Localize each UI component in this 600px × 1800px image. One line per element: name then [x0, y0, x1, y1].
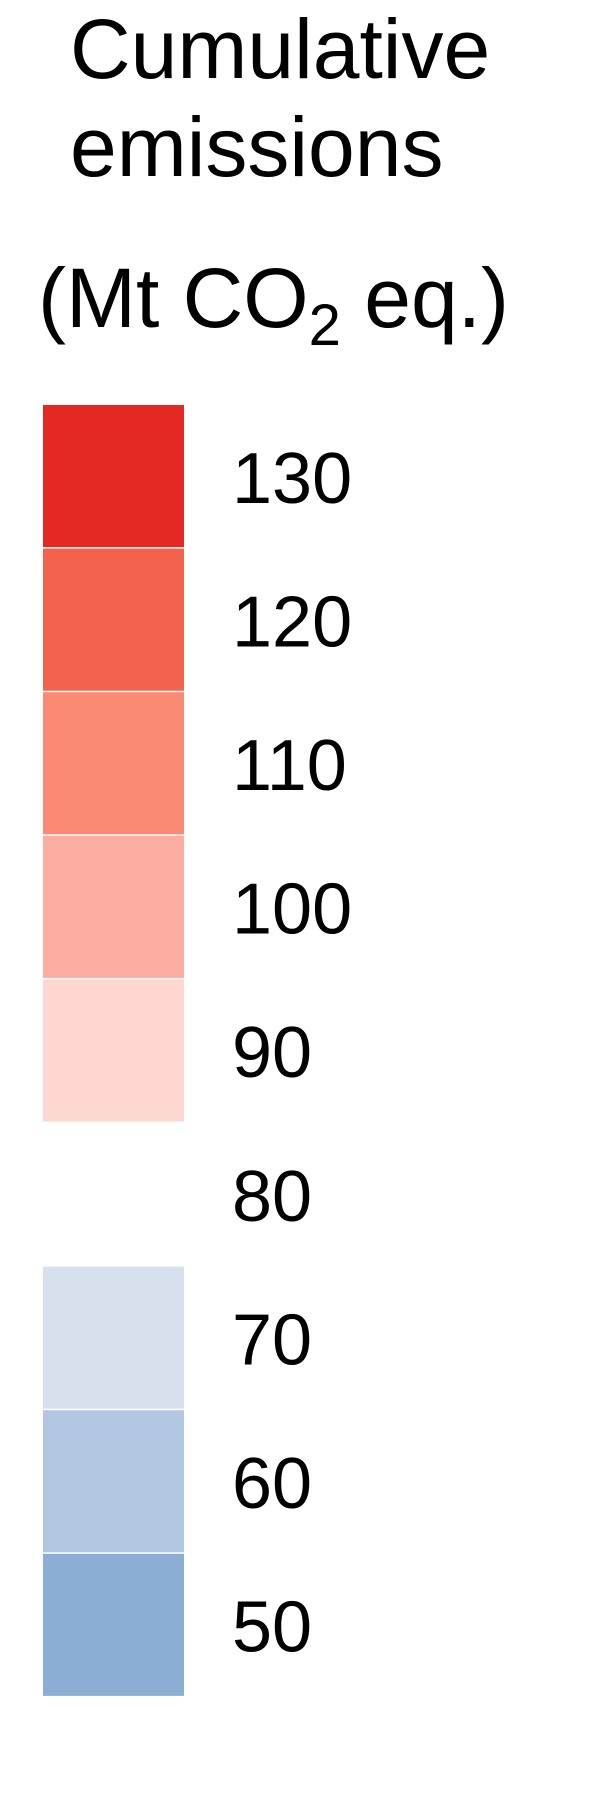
legend-swatch-100	[43, 835, 184, 978]
units-suffix: eq.)	[340, 251, 509, 345]
legend-title-line-2: emissions	[70, 100, 444, 194]
legend-label-60: 60	[232, 1444, 312, 1524]
legend-label-110: 110	[232, 726, 347, 806]
units-prefix: (Mt CO	[38, 251, 309, 345]
legend-title: Cumulative emissions	[70, 0, 590, 196]
legend-label-100: 100	[232, 870, 352, 950]
legend-label-120: 120	[232, 582, 352, 662]
units-subscript: 2	[308, 293, 341, 358]
legend-swatch-70	[43, 1266, 184, 1409]
legend-label-80: 80	[232, 1157, 312, 1237]
legend-label-50: 50	[232, 1588, 312, 1668]
legend-units: (Mt CO2 eq.)	[38, 248, 509, 355]
legend-swatch-110	[43, 692, 184, 835]
legend-label-70: 70	[232, 1300, 312, 1380]
legend-swatch-90	[43, 979, 184, 1122]
legend-swatch-80	[43, 1123, 184, 1266]
legend-title-line-1: Cumulative	[70, 2, 491, 96]
legend-swatch-130	[43, 405, 184, 548]
legend-label-90: 90	[232, 1013, 312, 1093]
legend-swatch-50	[43, 1553, 184, 1696]
legend-swatch-60	[43, 1410, 184, 1553]
legend-swatch-120	[43, 548, 184, 691]
legend-label-130: 130	[232, 439, 352, 519]
